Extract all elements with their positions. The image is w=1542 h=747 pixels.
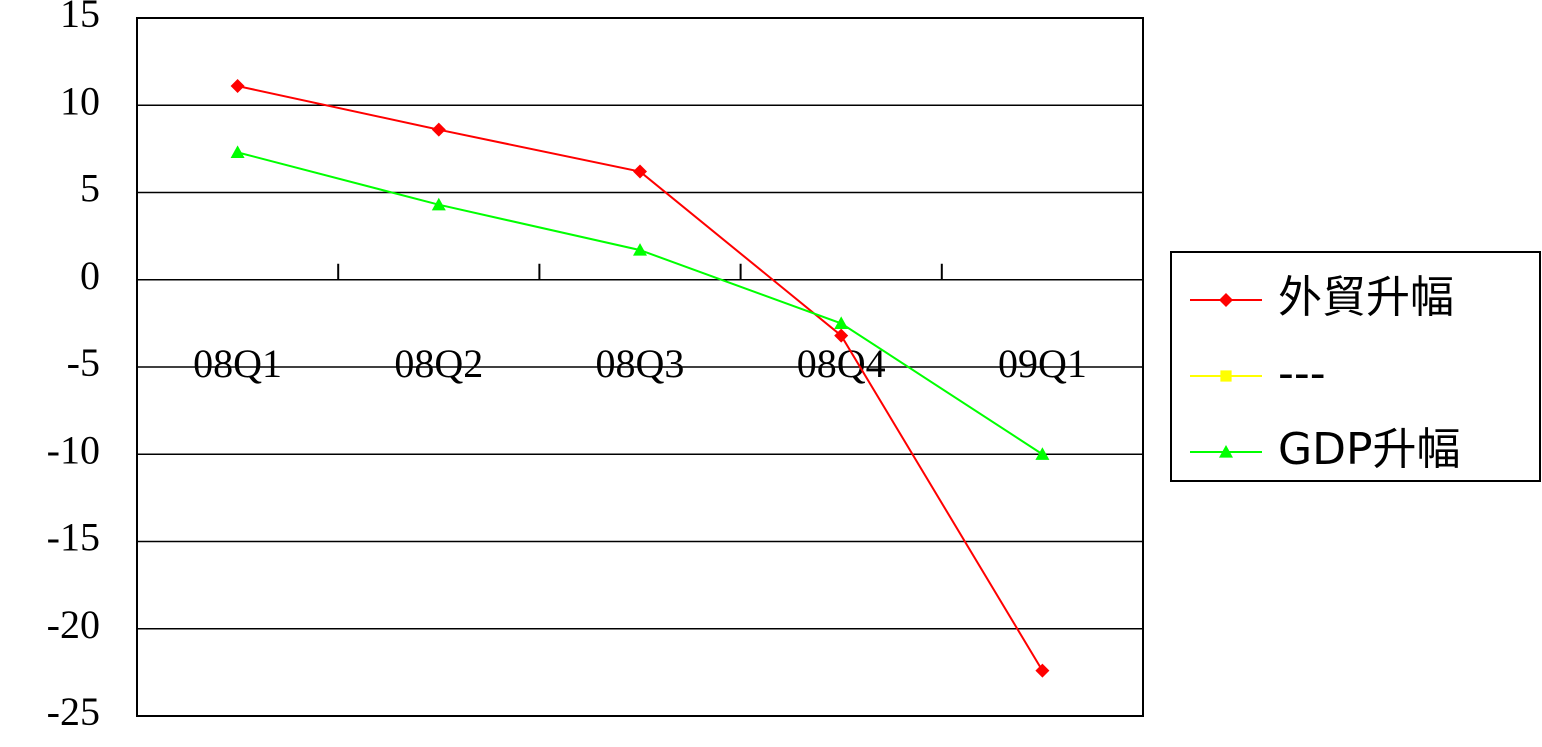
x-tick-label: 09Q1 [998, 341, 1087, 386]
legend-box [1170, 251, 1541, 482]
x-tick-label: 08Q4 [797, 341, 886, 386]
marker [230, 145, 245, 158]
y-tick-label: -25 [47, 689, 100, 734]
y-tick-label: 5 [80, 166, 100, 211]
legend-label: --- [1278, 348, 1326, 399]
marker [633, 243, 647, 256]
x-tick-label: 08Q1 [193, 341, 282, 386]
x-tick-label: 08Q3 [596, 341, 685, 386]
marker [834, 328, 849, 343]
x-tick-label: 08Q2 [394, 341, 483, 386]
marker [1220, 370, 1232, 382]
marker [1219, 445, 1233, 458]
marker [431, 197, 446, 211]
y-tick-label: -15 [47, 515, 100, 560]
marker [1035, 447, 1050, 460]
plot-border [136, 17, 1144, 717]
series-line [237, 151, 1043, 456]
marker [834, 316, 849, 329]
legend-label: 外貿升幅 [1278, 272, 1454, 323]
y-tick-label: 10 [60, 78, 100, 123]
y-tick-label: -20 [47, 602, 100, 647]
legend-label: GDP升幅 [1278, 424, 1461, 475]
y-tick-label: 15 [60, 0, 100, 36]
y-tick-label: -5 [67, 340, 100, 385]
marker [1035, 663, 1050, 678]
y-tick-label: -10 [47, 427, 100, 472]
marker [230, 79, 245, 94]
marker [633, 164, 647, 179]
marker [431, 122, 446, 137]
y-tick-label: 0 [80, 253, 100, 298]
marker [1219, 293, 1233, 307]
